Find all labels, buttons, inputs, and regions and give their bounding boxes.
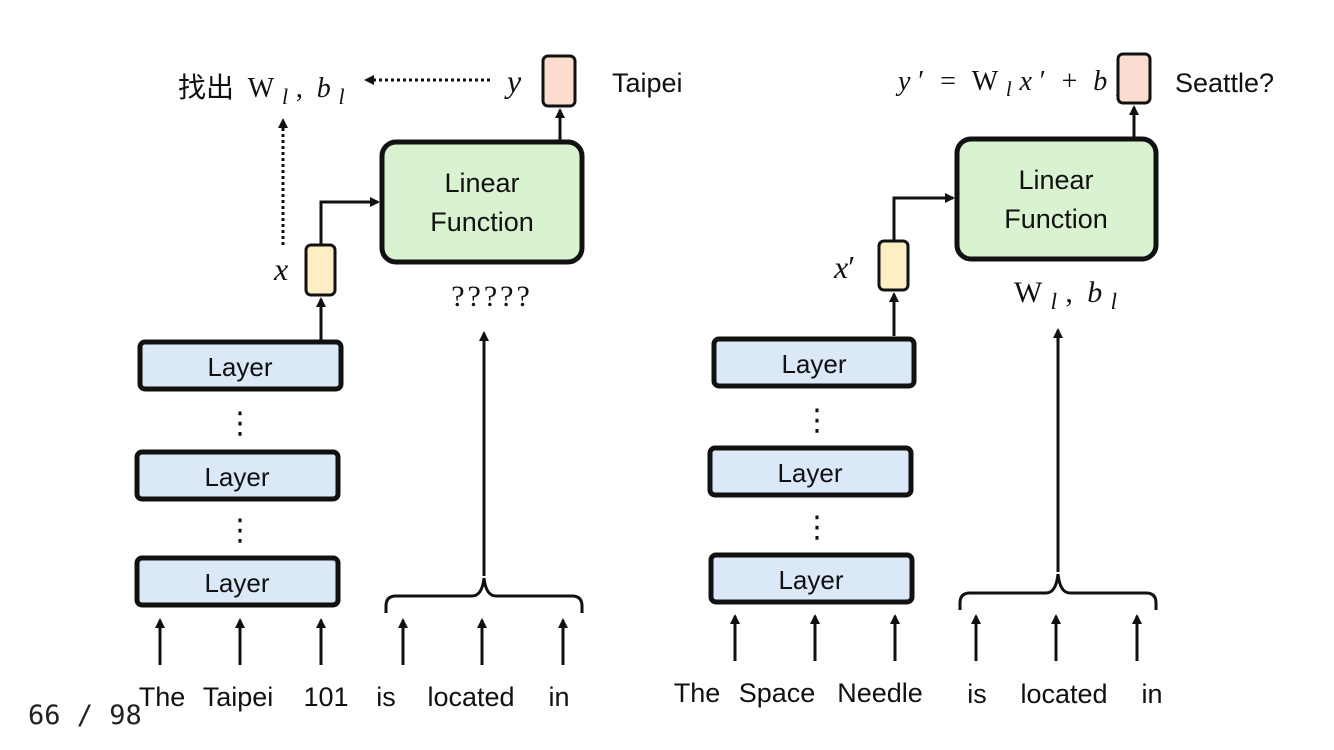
- token-arrows-left: [155, 618, 568, 665]
- linear-label-left: Linear: [444, 168, 519, 198]
- layer-label: Layer: [204, 462, 269, 492]
- layer-box-right-top: [711, 336, 917, 389]
- linear-function-box-left: [379, 139, 585, 265]
- token-in: in: [1141, 679, 1162, 709]
- page-indicator: 66 / 98: [28, 700, 142, 731]
- layer-label: Layer: [207, 352, 272, 382]
- token-arrows-right: [730, 614, 1142, 661]
- arrow-x-to-linear-left: [319, 197, 380, 245]
- layer-label: Layer: [778, 565, 843, 595]
- layer-box-right-bottom: [708, 552, 915, 605]
- token-the: The: [674, 678, 721, 708]
- arrow-x-to-linear-right: [892, 193, 955, 241]
- left-panel: 找出 W l , b l y Taipei Linear Function ??…: [134, 54, 683, 712]
- layer-label: Layer: [777, 458, 842, 488]
- linear-label-right: Linear: [1018, 165, 1093, 195]
- input-var-x: x: [273, 251, 288, 287]
- token-space: Space: [739, 678, 816, 708]
- output-word-right: Seattle?: [1175, 68, 1274, 98]
- layer-label: Layer: [204, 568, 269, 598]
- ellipsis-vertical: ⋮: [225, 407, 255, 440]
- token-needle: Needle: [837, 678, 923, 708]
- output-vector-right: [1116, 52, 1152, 105]
- token-101: 101: [303, 682, 348, 712]
- output-word-left: Taipei: [612, 68, 683, 98]
- function-label-right: Function: [1004, 204, 1108, 234]
- token-is: is: [967, 679, 987, 709]
- ellipsis-vertical: ⋮: [802, 404, 832, 437]
- layer-box-left-bottom: [134, 555, 341, 608]
- ellipsis-vertical: ⋮: [225, 514, 255, 547]
- unknown-params: ?????: [451, 280, 533, 313]
- layer-label: Layer: [781, 349, 846, 379]
- token-taipei: Taipei: [203, 682, 274, 712]
- token-in: in: [548, 682, 569, 712]
- token-the: The: [139, 682, 186, 712]
- token-located: located: [1020, 679, 1107, 709]
- input-vector-left: [304, 243, 337, 297]
- brace-right: [958, 573, 1158, 610]
- linear-function-box-right: [954, 136, 1159, 262]
- input-var-x-prime: x′: [833, 249, 855, 285]
- known-params: W l , b l: [1014, 276, 1117, 316]
- ellipsis-vertical: ⋮: [802, 511, 832, 544]
- input-vector-right: [877, 239, 910, 292]
- token-located: located: [427, 682, 514, 712]
- extract-label: 找出 W l , b l: [178, 71, 345, 110]
- prediction-equation: y ′ = W l x ′ + b l: [895, 65, 1121, 102]
- layer-box-left-middle: [134, 449, 341, 502]
- token-is: is: [376, 682, 396, 712]
- function-label-left: Function: [430, 207, 534, 237]
- output-vector-left: [541, 54, 577, 108]
- brace-left: [384, 577, 584, 613]
- right-panel: y ′ = W l x ′ + b l Seattle? Linear Func…: [674, 52, 1274, 709]
- layer-box-right-middle: [707, 445, 914, 498]
- output-var-y: y: [504, 63, 522, 99]
- layer-box-left-top: [137, 339, 344, 392]
